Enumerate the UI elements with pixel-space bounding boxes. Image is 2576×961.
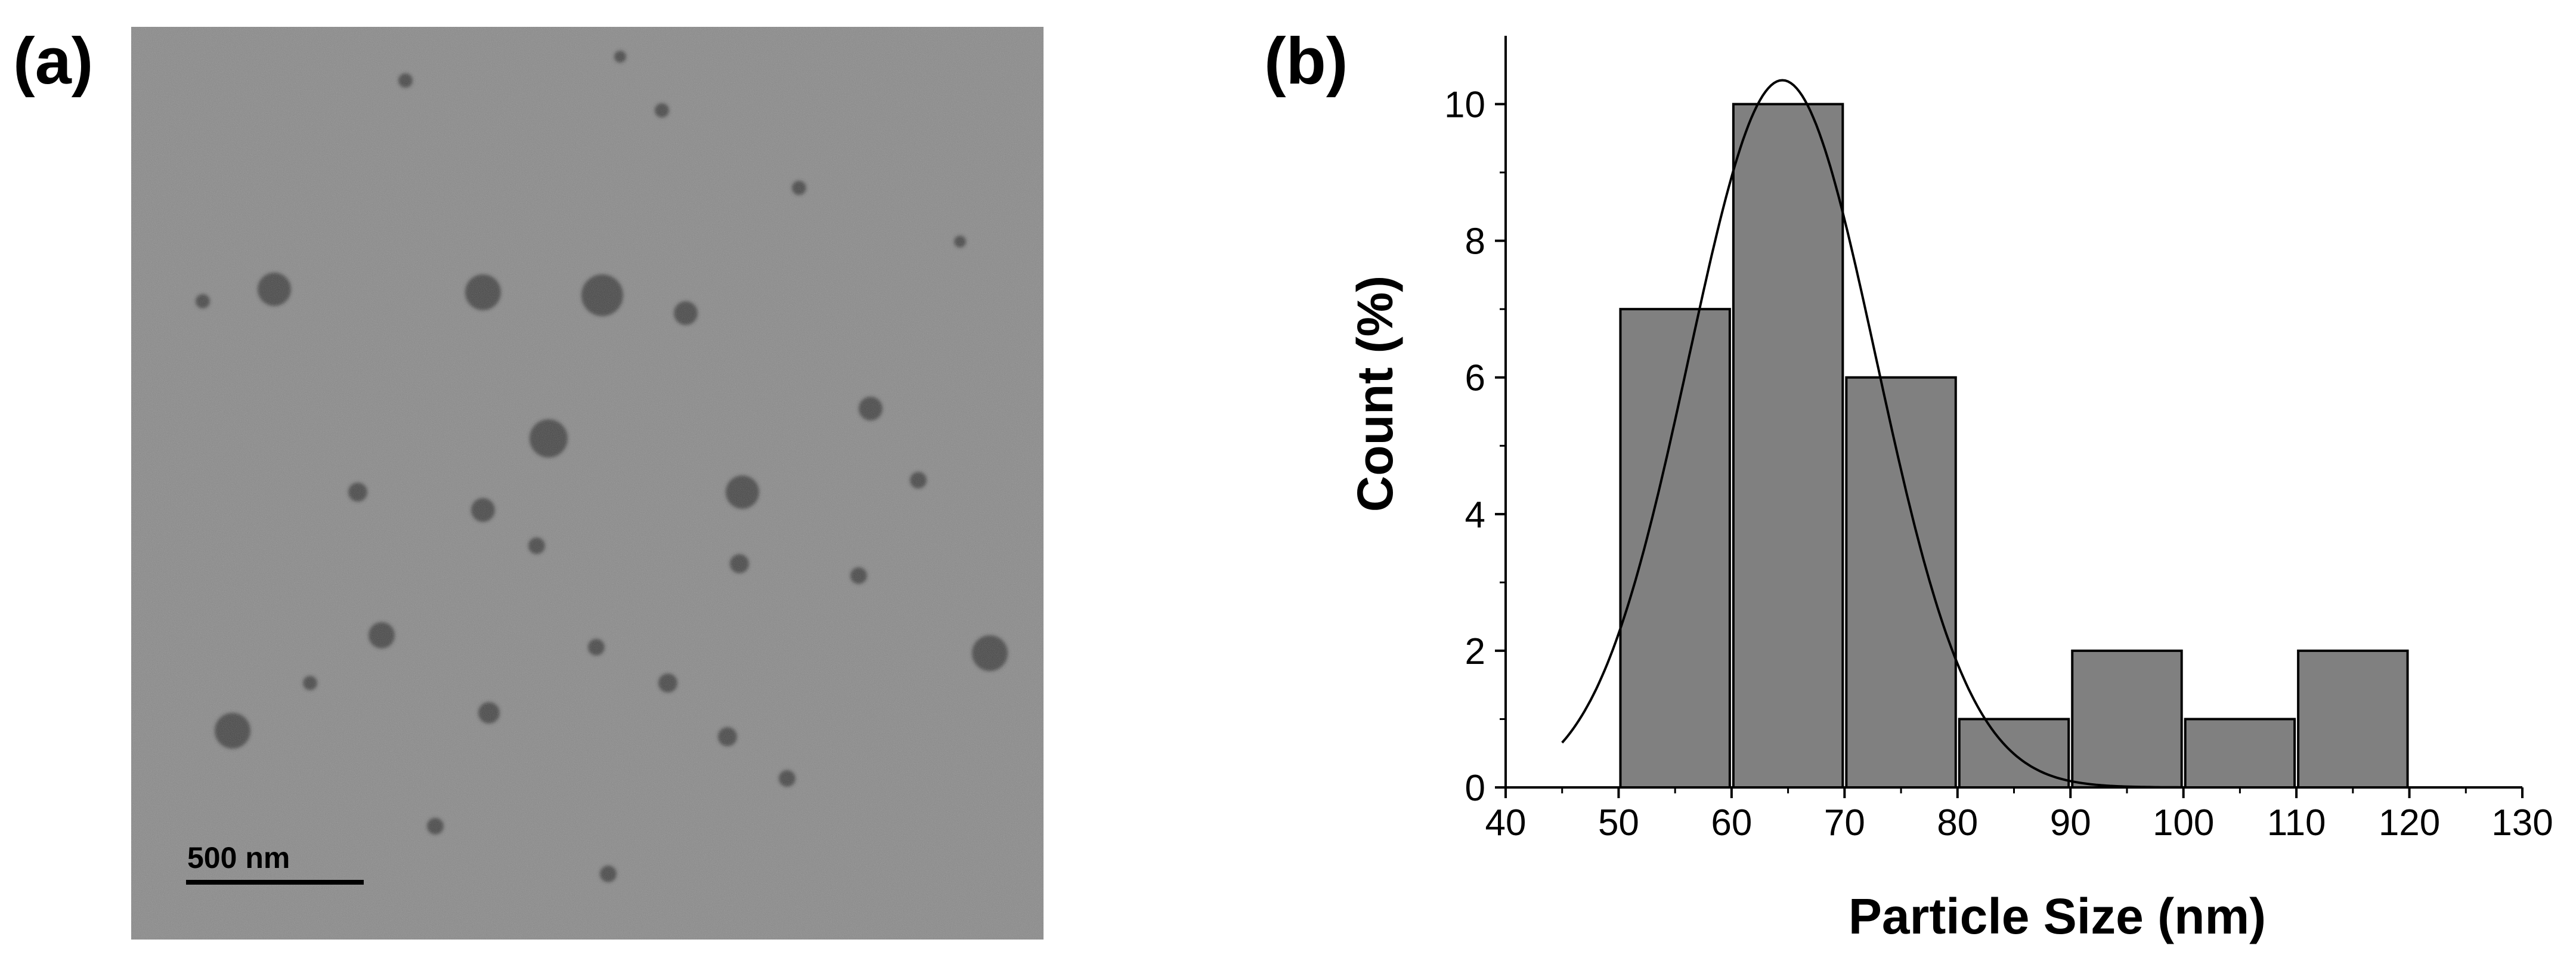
x-tick-label: 130 — [2491, 802, 2553, 843]
x-tick-label: 70 — [1824, 802, 1865, 843]
histogram-bar — [1845, 376, 1957, 789]
y-tick-label: 10 — [1444, 85, 1485, 126]
histogram-bar — [2184, 718, 2296, 789]
y-tick-label: 0 — [1465, 768, 1485, 809]
bar-group — [1619, 103, 2409, 789]
panel-label-a: (a) — [13, 24, 94, 98]
y-tick-label: 4 — [1465, 495, 1485, 536]
y-axis-title: Count (%) — [1347, 276, 1403, 512]
x-tick-group: 40 50 60 70 80 90 100 110 120 130 — [1485, 787, 2553, 843]
histogram-bar — [1732, 103, 1844, 789]
tem-micrograph: 500 nm — [131, 27, 1044, 940]
x-tick-label: 60 — [1711, 802, 1752, 843]
micrograph-grain — [131, 27, 1044, 940]
histogram-bar — [2297, 649, 2409, 789]
panel-label-b: (b) — [1264, 24, 1348, 98]
y-tick-label: 2 — [1465, 631, 1485, 672]
y-tick-label: 8 — [1465, 221, 1485, 262]
x-tick-label: 90 — [2050, 802, 2091, 843]
histogram-chart: 40 50 60 70 80 90 100 110 120 130 0 2 4 6 8 10 Particl… — [1347, 36, 2553, 944]
histogram-bar — [1619, 308, 1731, 789]
x-axis-title: Particle Size (nm) — [1849, 888, 2266, 944]
x-tick-label: 50 — [1598, 802, 1639, 843]
x-tick-label: 110 — [2267, 802, 2326, 843]
scale-bar-label: 500 nm — [187, 841, 290, 875]
x-tick-label: 80 — [1937, 802, 1978, 843]
y-tick-label: 6 — [1465, 358, 1485, 399]
histogram-bar — [2071, 649, 2183, 789]
x-tick-label: 40 — [1485, 802, 1527, 843]
gaussian-fit-curve — [1561, 79, 2184, 789]
y-tick-group: 0 2 4 6 8 10 — [1444, 85, 1506, 809]
x-tick-label: 120 — [2379, 802, 2440, 843]
x-tick-label: 100 — [2153, 802, 2214, 843]
